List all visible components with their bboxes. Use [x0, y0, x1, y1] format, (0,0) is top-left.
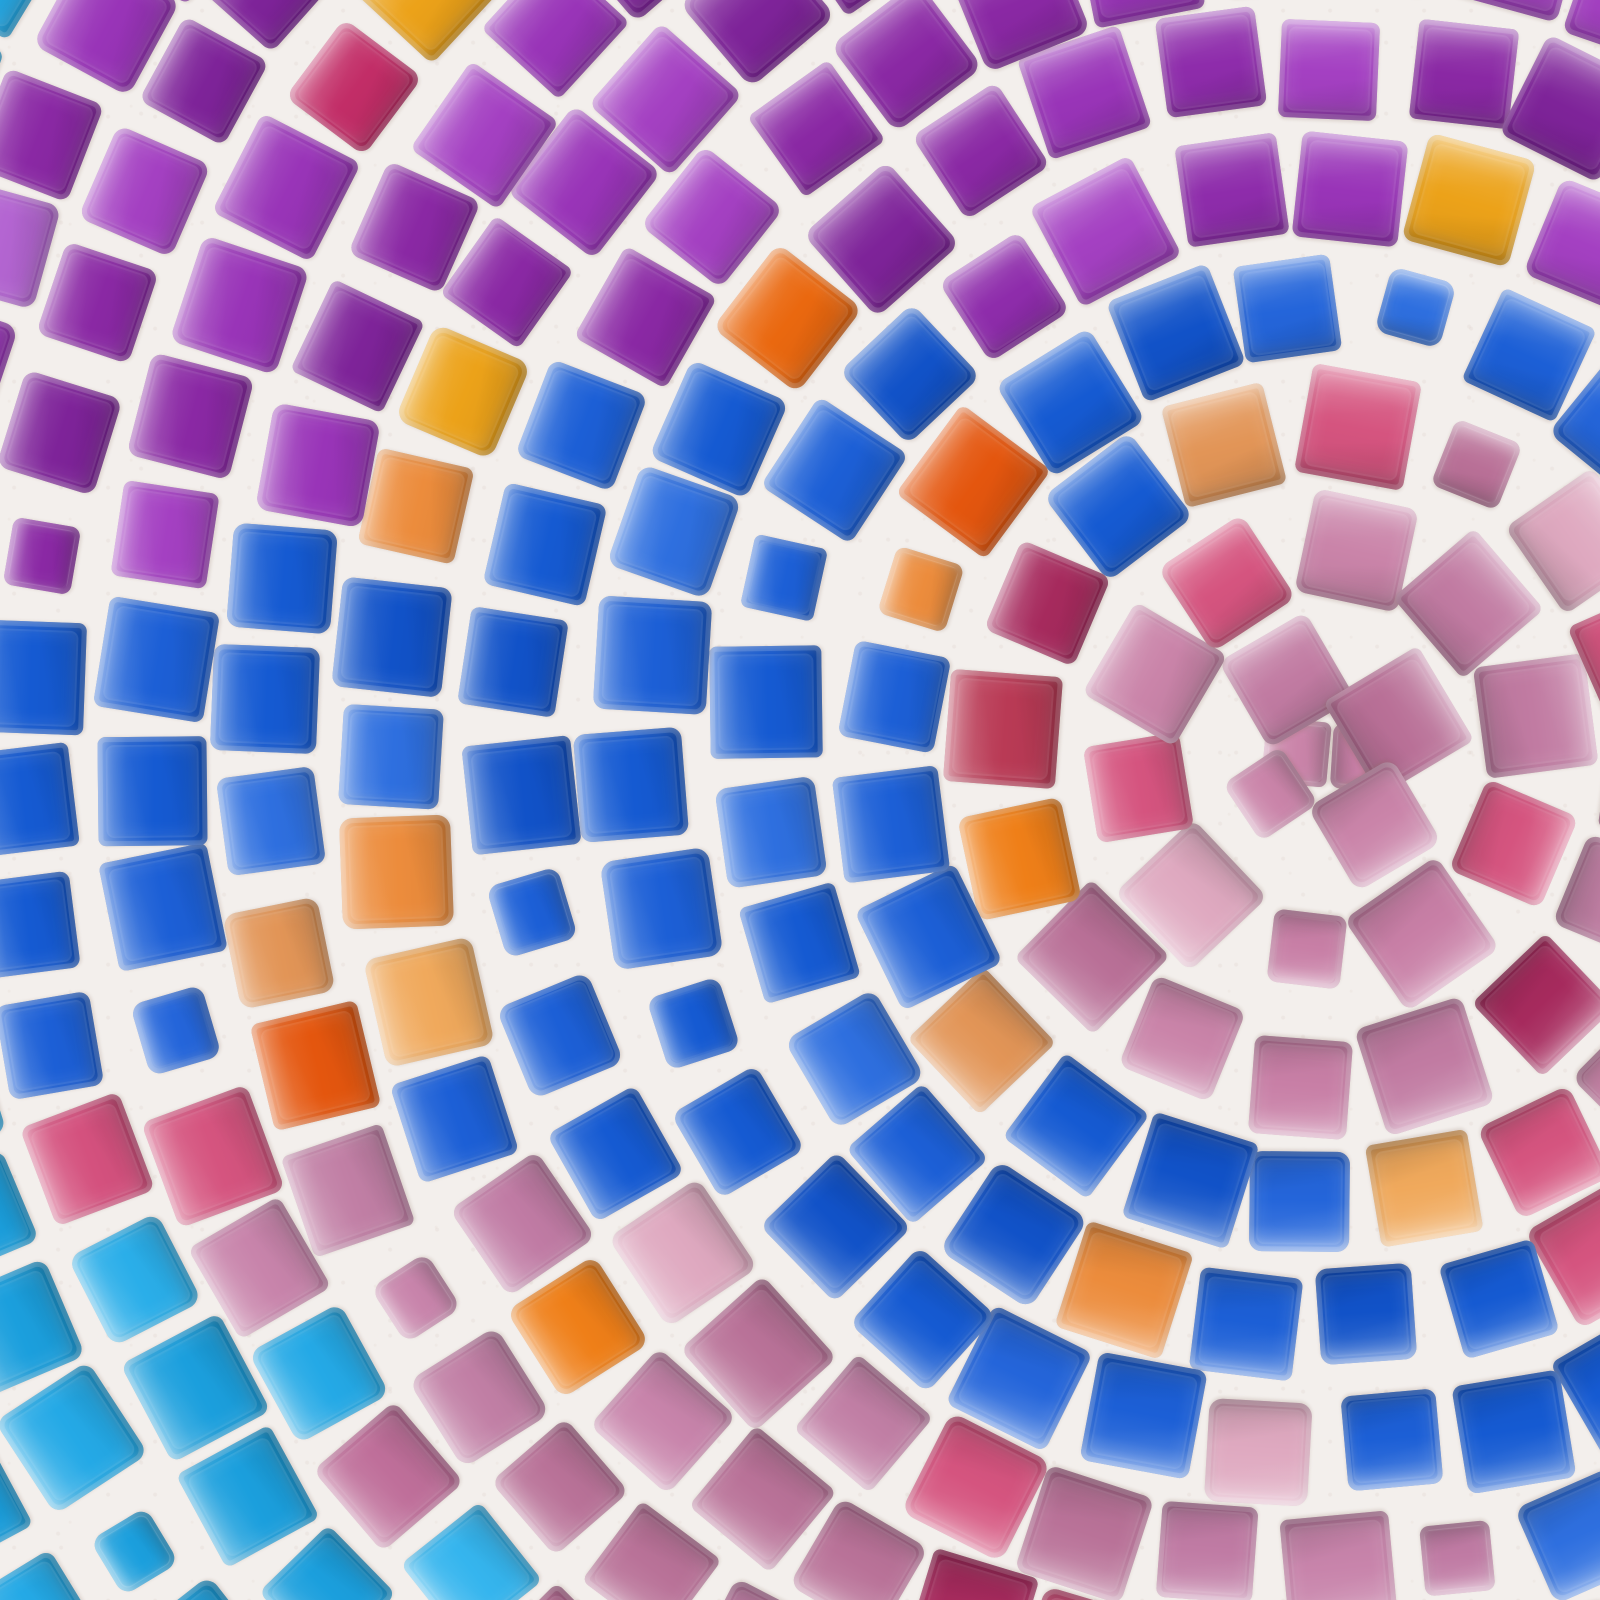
glass-tile	[1472, 652, 1599, 779]
glass-tile	[599, 847, 724, 971]
glass-tile	[338, 704, 444, 810]
glass-tile	[1340, 1387, 1444, 1492]
glass-tile	[1174, 131, 1290, 247]
glass-tile	[1233, 253, 1343, 364]
glass-tile	[1451, 1368, 1577, 1495]
glass-tile	[956, 796, 1082, 922]
glass-tile	[943, 668, 1064, 790]
glass-tile	[1083, 731, 1195, 844]
glass-tile	[831, 765, 951, 884]
glass-tile	[215, 765, 327, 876]
glass-tile	[1314, 1263, 1418, 1366]
glass-tile	[1409, 18, 1520, 130]
glass-tile	[0, 742, 80, 858]
glass-tile	[714, 775, 828, 889]
glass-tile	[0, 990, 105, 1100]
glass-tile	[254, 402, 381, 529]
glass-tile	[96, 735, 207, 846]
glass-tile	[739, 533, 828, 622]
glass-tile	[210, 643, 321, 754]
glass-tile	[461, 735, 582, 856]
glass-tile	[1155, 1500, 1259, 1600]
glass-tile	[457, 605, 570, 718]
glass-tile	[1279, 1509, 1398, 1600]
glass-tile	[1188, 1267, 1303, 1382]
glass-tile	[1154, 5, 1268, 119]
glass-tile	[221, 896, 336, 1010]
glass-tile	[109, 480, 219, 589]
glass-tile	[1249, 1151, 1351, 1252]
glass-tile	[225, 522, 337, 634]
glass-tile	[1277, 18, 1380, 121]
glass-tile	[92, 596, 221, 724]
glass-tile	[1293, 362, 1422, 491]
glass-tile	[97, 842, 228, 973]
glass-tile	[837, 639, 953, 754]
glass-tile	[592, 595, 712, 715]
glass-tile	[0, 871, 80, 980]
glass-tile	[0, 619, 88, 736]
glass-tile	[1080, 1351, 1209, 1480]
glass-tile	[1204, 1397, 1313, 1507]
glass-tile	[1266, 909, 1348, 990]
glass-tile	[1291, 130, 1409, 248]
glass-tile	[338, 814, 454, 930]
glass-tile	[573, 726, 690, 843]
glass-tile	[3, 516, 82, 596]
glass-tile	[1418, 1520, 1496, 1597]
glass-tile	[709, 644, 824, 759]
glass-tile	[1248, 1035, 1354, 1141]
glass-tile	[1365, 1129, 1484, 1248]
glass-tile	[330, 576, 453, 699]
